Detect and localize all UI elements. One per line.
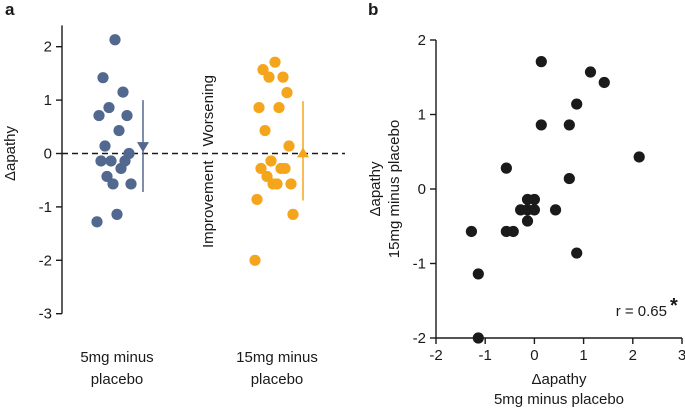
data-point bbox=[95, 155, 107, 167]
data-point bbox=[101, 170, 113, 183]
data-point bbox=[111, 208, 123, 220]
series-15mg bbox=[249, 56, 309, 266]
x-tick-label: 0 bbox=[530, 347, 538, 364]
data-point bbox=[115, 162, 127, 175]
data-point bbox=[257, 64, 269, 76]
data-point bbox=[251, 193, 263, 206]
scatter-point bbox=[549, 204, 562, 216]
data-point bbox=[103, 101, 115, 114]
panel-b-y-ticks: 2 1 0 -1 -2 bbox=[413, 32, 436, 347]
panel-a-label: a bbox=[5, 0, 15, 19]
scatter-point bbox=[571, 247, 583, 259]
panel-b-x-label-2: 5mg minus placebo bbox=[494, 391, 624, 408]
data-point bbox=[107, 178, 119, 190]
worsening-annotation: Worsening bbox=[200, 75, 217, 146]
y-tick-label: -1 bbox=[413, 256, 426, 273]
data-point bbox=[93, 109, 105, 122]
scatter-point bbox=[571, 98, 583, 110]
category-5mg-label-line2: placebo bbox=[91, 371, 144, 388]
improvement-annotation: Improvement bbox=[200, 160, 217, 248]
scatter-point bbox=[528, 204, 541, 216]
y-tick-label: -1 bbox=[39, 199, 52, 216]
scatter-point bbox=[535, 56, 547, 68]
panel-a-y-ticks: 2 1 0 -1 -2 -3 bbox=[39, 39, 62, 323]
data-point bbox=[261, 170, 273, 183]
data-point bbox=[277, 71, 289, 83]
panel-a-y-label: Δapathy bbox=[2, 125, 19, 181]
y-tick-label: -2 bbox=[39, 252, 52, 269]
mean-marker bbox=[137, 142, 149, 153]
y-tick-label: -2 bbox=[413, 330, 426, 347]
x-tick-label: 1 bbox=[579, 347, 587, 364]
scatter-point bbox=[633, 151, 645, 163]
y-tick-label: 0 bbox=[418, 181, 426, 198]
panel-b-y-label: Δapathy bbox=[367, 161, 384, 217]
mean-marker bbox=[297, 147, 309, 158]
data-point bbox=[253, 101, 265, 114]
data-point bbox=[125, 178, 137, 190]
scatter-point bbox=[563, 119, 575, 131]
scatter-point bbox=[535, 119, 547, 131]
data-point bbox=[281, 87, 293, 99]
scatter-point bbox=[500, 162, 512, 174]
data-point bbox=[113, 124, 125, 137]
data-point bbox=[117, 86, 129, 98]
data-point bbox=[275, 162, 287, 175]
data-point bbox=[255, 162, 267, 175]
scatter-point bbox=[472, 268, 484, 280]
y-tick-label: 1 bbox=[418, 107, 426, 124]
scatter-point bbox=[465, 225, 478, 238]
scatter-point bbox=[472, 332, 484, 344]
panel-b-label: b bbox=[368, 0, 378, 19]
category-5mg-label-line1: 5mg minus bbox=[80, 349, 153, 366]
correlation-annotation: r = 0.65 bbox=[616, 303, 667, 320]
data-point bbox=[109, 34, 121, 46]
y-tick-label: 2 bbox=[44, 39, 52, 56]
data-point bbox=[283, 140, 295, 152]
panel-b-x-ticks: -2 -1 0 1 2 3 bbox=[429, 338, 685, 364]
panel-b-y-label-2: 15mg minus placebo bbox=[386, 120, 403, 258]
panel-a-strip-chart: 210-1-2-3 Δapathy Worsening Improvement … bbox=[2, 25, 345, 388]
scatter-point bbox=[507, 225, 519, 238]
x-tick-label: -1 bbox=[479, 347, 492, 364]
x-tick-label: 2 bbox=[629, 347, 637, 364]
scatter-point bbox=[528, 193, 541, 206]
y-tick-label: 0 bbox=[44, 146, 52, 163]
category-15mg-label-line1: 15mg minus bbox=[236, 349, 318, 366]
x-tick-label: -2 bbox=[429, 347, 442, 364]
data-point bbox=[249, 254, 261, 266]
scatter-point bbox=[563, 172, 575, 185]
series-5mg bbox=[91, 34, 149, 228]
y-tick-label: 2 bbox=[418, 32, 426, 49]
data-point bbox=[259, 124, 271, 137]
data-point bbox=[105, 155, 117, 167]
y-tick-label: 1 bbox=[44, 92, 52, 109]
data-point bbox=[263, 71, 275, 83]
data-point bbox=[97, 72, 109, 84]
data-point bbox=[273, 101, 285, 114]
data-point bbox=[285, 178, 297, 190]
data-point bbox=[271, 178, 283, 190]
data-point bbox=[99, 140, 111, 152]
significance-marker: * bbox=[670, 295, 678, 317]
category-15mg-label-line2: placebo bbox=[251, 371, 304, 388]
data-point bbox=[287, 208, 299, 220]
panel-b-scatter-chart: 2 1 0 -1 -2 -2 -1 0 1 2 3 Δapathy 15mg minus plac… bbox=[367, 32, 685, 408]
data-point bbox=[269, 56, 281, 68]
data-point bbox=[121, 109, 133, 122]
data-point bbox=[265, 155, 277, 167]
data-point bbox=[91, 216, 103, 228]
scatter-point bbox=[598, 76, 610, 89]
y-tick-label: -3 bbox=[39, 306, 52, 323]
scatter-points bbox=[465, 56, 645, 344]
scatter-point bbox=[521, 215, 534, 227]
panel-b-x-label: Δapathy bbox=[531, 371, 587, 388]
x-tick-label: 3 bbox=[678, 347, 685, 364]
scatter-point bbox=[584, 66, 597, 78]
